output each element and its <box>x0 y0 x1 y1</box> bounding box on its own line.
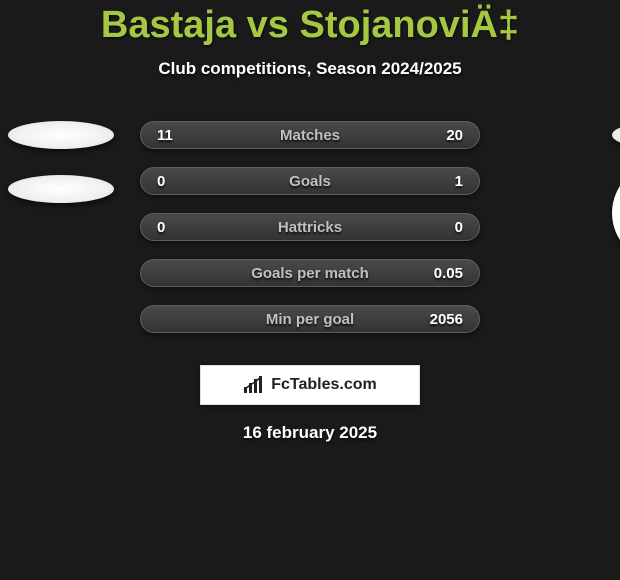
root: Bastaja vs StojanoviÄ‡ Club competitions… <box>0 0 620 580</box>
stat-row: 0Goals1 <box>0 167 620 213</box>
stat-row: 0Hattricks0 <box>0 213 620 259</box>
stat-value-left: 0 <box>157 219 197 236</box>
bar-chart-icon <box>243 376 265 394</box>
stat-value-right: 0 <box>423 219 463 236</box>
stat-value-left: 11 <box>157 127 197 144</box>
footer-label: FcTables.com <box>271 376 377 394</box>
subtitle: Club competitions, Season 2024/2025 <box>0 59 620 79</box>
stat-label: Hattricks <box>197 219 423 236</box>
stat-bar: 0Goals1 <box>140 167 480 195</box>
stat-label: Min per goal <box>197 311 423 328</box>
stat-row: 11Matches20 <box>0 121 620 167</box>
stat-label: Matches <box>197 127 423 144</box>
stat-value-right: 0.05 <box>423 265 463 282</box>
stat-bar: Min per goal2056 <box>140 305 480 333</box>
stat-label: Goals <box>197 173 423 190</box>
footer-attribution[interactable]: FcTables.com <box>200 365 420 405</box>
stat-row: Min per goal2056 <box>0 305 620 351</box>
stat-row: Goals per match0.05 <box>0 259 620 305</box>
stat-value-right: 20 <box>423 127 463 144</box>
stat-value-right: 1 <box>423 173 463 190</box>
page-title: Bastaja vs StojanoviÄ‡ <box>0 0 620 47</box>
stat-bar: 0Hattricks0 <box>140 213 480 241</box>
stat-bar: 11Matches20 <box>140 121 480 149</box>
stats-bars: 1923ФК РАДНИЧКИНИШ 11Matches200Goals10Ha… <box>0 121 620 351</box>
stat-value-left: 0 <box>157 173 197 190</box>
stat-label: Goals per match <box>197 265 423 282</box>
stat-value-right: 2056 <box>423 311 463 328</box>
date-label: 16 february 2025 <box>0 423 620 443</box>
stat-bar: Goals per match0.05 <box>140 259 480 287</box>
